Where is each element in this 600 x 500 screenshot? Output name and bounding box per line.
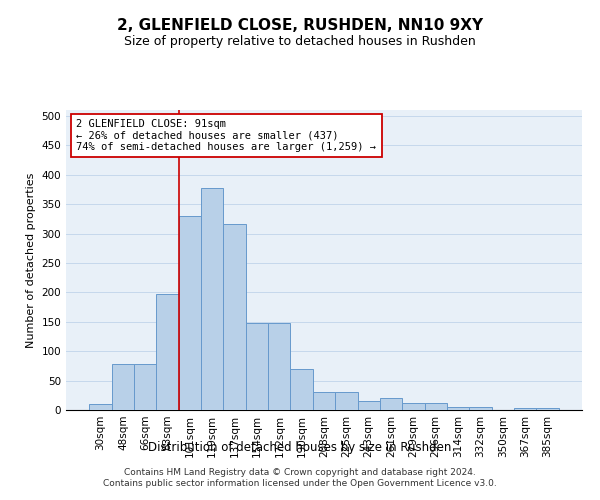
Bar — [358, 401, 380, 410]
Text: Contains HM Land Registry data © Crown copyright and database right 2024.
Contai: Contains HM Land Registry data © Crown c… — [103, 468, 497, 487]
Bar — [402, 403, 425, 410]
Bar — [290, 369, 313, 410]
Bar — [536, 408, 559, 410]
Bar — [157, 294, 179, 410]
Bar — [380, 398, 402, 410]
Text: 2, GLENFIELD CLOSE, RUSHDEN, NN10 9XY: 2, GLENFIELD CLOSE, RUSHDEN, NN10 9XY — [117, 18, 483, 32]
Text: Distribution of detached houses by size in Rushden: Distribution of detached houses by size … — [148, 441, 452, 454]
Bar — [335, 392, 358, 410]
Bar — [134, 364, 157, 410]
Bar — [89, 404, 112, 410]
Bar — [268, 323, 290, 410]
Bar — [425, 403, 447, 410]
Bar — [201, 188, 223, 410]
Bar — [112, 364, 134, 410]
Text: Size of property relative to detached houses in Rushden: Size of property relative to detached ho… — [124, 35, 476, 48]
Bar — [514, 408, 536, 410]
Bar — [313, 392, 335, 410]
Text: 2 GLENFIELD CLOSE: 91sqm
← 26% of detached houses are smaller (437)
74% of semi-: 2 GLENFIELD CLOSE: 91sqm ← 26% of detach… — [76, 119, 376, 152]
Y-axis label: Number of detached properties: Number of detached properties — [26, 172, 36, 348]
Bar — [246, 323, 268, 410]
Bar — [223, 224, 246, 410]
Bar — [469, 407, 491, 410]
Bar — [179, 216, 201, 410]
Bar — [447, 407, 469, 410]
